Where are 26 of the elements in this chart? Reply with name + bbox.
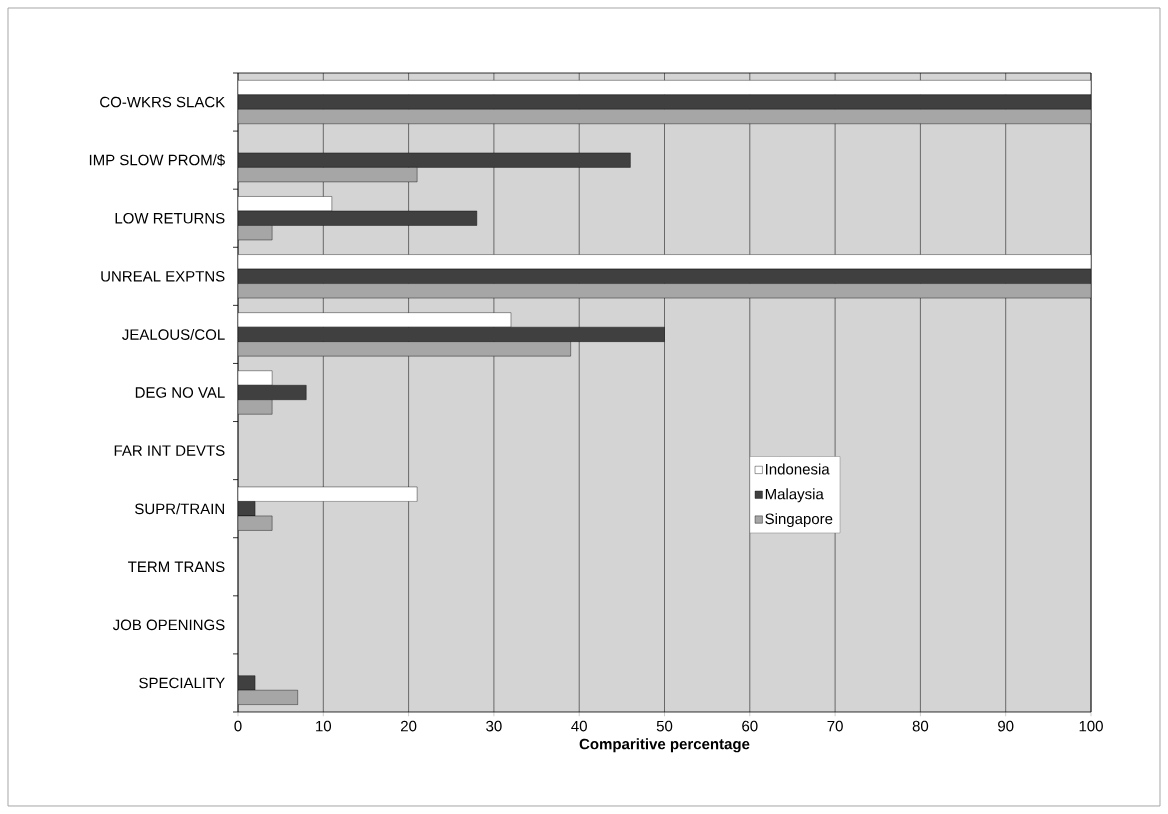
y-tick-label: TERM TRANS	[128, 561, 225, 573]
x-tick-label: 20	[401, 720, 417, 732]
y-tick-label: DEG NO VAL	[135, 387, 225, 398]
y-tick-label: LOW RETURNS	[115, 212, 225, 224]
legend-label: Malaysia	[765, 488, 824, 503]
x-tick-label: 10	[316, 720, 332, 732]
x-tick-label: 30	[486, 720, 502, 732]
legend-label: Singapore	[765, 513, 833, 528]
y-tick-label: SUPR/TRAIN	[135, 503, 224, 515]
x-tick-label: 0	[234, 720, 242, 732]
x-tick-label: 70	[827, 720, 843, 732]
x-tick-label: 90	[998, 720, 1014, 732]
y-tick-label: CO-WKRS SLACK	[100, 96, 226, 108]
x-tick-label: 100	[1079, 720, 1103, 732]
x-tick-label: 50	[656, 720, 673, 732]
y-tick-label: JEALOUS/COL	[122, 328, 225, 340]
y-tick-label: IMP SLOW PROM/$	[89, 154, 225, 167]
y-tick-label: FAR INT DEVTS	[114, 445, 225, 456]
x-tick-label: 40	[571, 720, 587, 732]
y-tick-label: JOB OPENINGS	[112, 619, 225, 631]
x-axis-title: Comparitive percentage	[579, 738, 750, 753]
legend-label: Indonesia	[766, 463, 830, 475]
y-tick-label: SPECIALITY	[139, 677, 225, 689]
y-tick-label: UNREAL EXPTNS	[101, 271, 225, 282]
x-tick-label: 80	[912, 720, 929, 732]
x-tick-label: 60	[742, 720, 758, 732]
